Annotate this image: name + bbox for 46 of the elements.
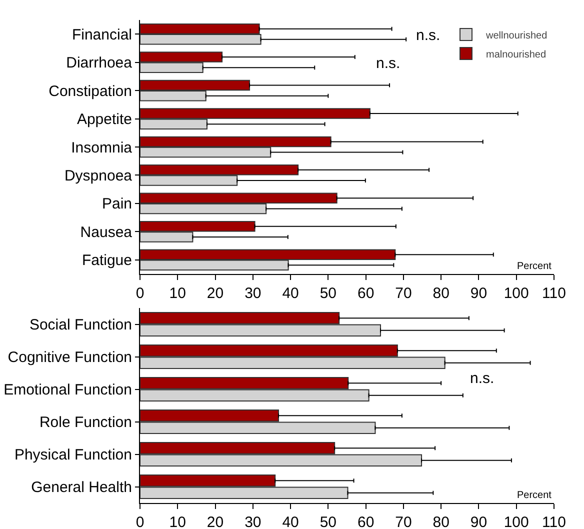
x-tick-label: 80 <box>432 285 450 302</box>
y-tick-label: Cognitive Function <box>8 349 132 366</box>
y-tick-label: Physical Function <box>14 446 132 464</box>
x-tick-label: 50 <box>320 514 337 529</box>
x-tick-label: 110 <box>542 514 566 529</box>
x-tick-label: 30 <box>244 514 262 529</box>
y-tick-label: Dyspnoea <box>64 167 133 184</box>
annotation: n.s. <box>470 370 494 387</box>
y-tick-label: Social Function <box>29 316 132 334</box>
y-tick-label: Fatigue <box>82 252 132 270</box>
x-axis-title: Percent <box>517 261 552 272</box>
x-tick-label: 10 <box>169 514 186 529</box>
y-tick-label: Emotional Function <box>4 382 132 398</box>
x-tick-label: 60 <box>357 285 374 302</box>
x-tick-label: 20 <box>206 285 224 302</box>
y-tick-label: Role Function <box>39 414 132 431</box>
x-tick-label: 0 <box>136 285 144 302</box>
legend-label: malnourished <box>486 49 546 60</box>
legend-label: wellnourished <box>485 30 548 42</box>
y-tick-label: Diarrhoea <box>66 54 133 72</box>
x-tick-label: 10 <box>169 285 186 302</box>
x-tick-label: 30 <box>244 285 262 302</box>
x-tick-label: 110 <box>542 285 566 302</box>
x-tick-label: 40 <box>282 514 299 529</box>
x-axis-title: Percent <box>517 490 552 501</box>
x-tick-label: 70 <box>395 514 412 529</box>
y-tick-label: Nausea <box>80 224 133 241</box>
y-tick-label: General Health <box>31 479 132 496</box>
x-tick-label: 80 <box>432 514 450 529</box>
x-tick-label: 90 <box>470 514 488 529</box>
x-tick-label: 90 <box>470 285 488 302</box>
x-tick-label: 20 <box>206 514 224 529</box>
y-tick-label: Insomnia <box>71 139 133 156</box>
x-tick-label: 70 <box>395 285 412 302</box>
annotation: n.s. <box>416 27 440 44</box>
x-tick-label: 100 <box>504 514 529 529</box>
x-tick-label: 60 <box>357 514 374 529</box>
y-tick-label: Pain <box>102 196 132 213</box>
y-tick-label: Financial <box>72 26 132 44</box>
x-tick-label: 40 <box>282 285 299 302</box>
x-tick-label: 0 <box>136 514 144 529</box>
y-tick-label: Constipation <box>48 82 132 100</box>
annotation: n.s. <box>376 55 400 72</box>
x-tick-label: 50 <box>320 285 337 302</box>
y-tick-label: Appetite <box>76 111 132 128</box>
x-tick-label: 100 <box>504 285 529 302</box>
